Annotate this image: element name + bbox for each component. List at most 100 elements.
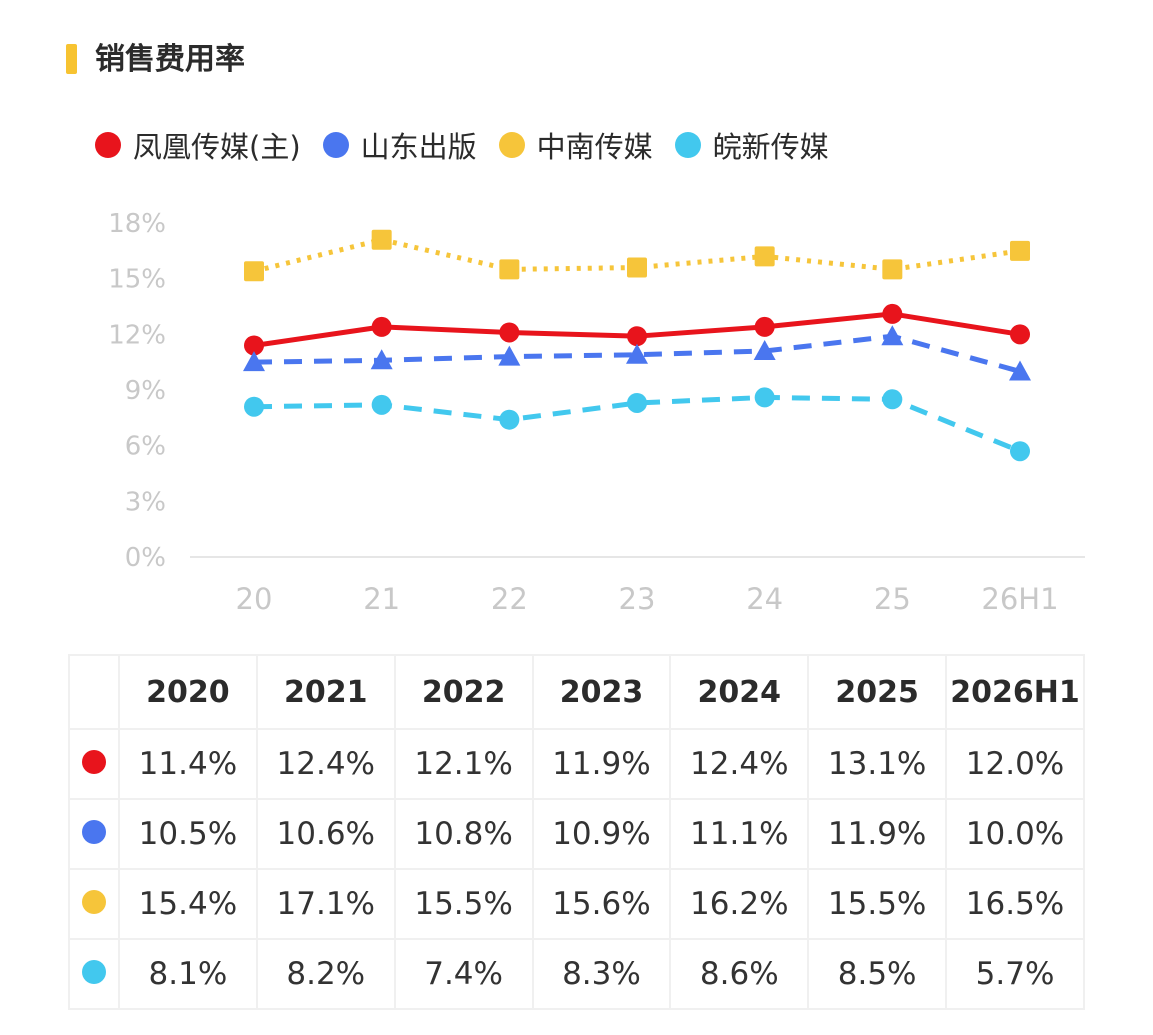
table-header-cell: 2026H1: [945, 654, 1085, 730]
series-point-circle: [882, 303, 903, 324]
series-point-triangle: [498, 345, 521, 366]
table-cell: 8.5%: [807, 938, 948, 1010]
table-cell: 17.1%: [255, 868, 396, 940]
table-cell: 15.5%: [807, 868, 948, 940]
table-cell: 15.4%: [118, 868, 258, 940]
series-point-circle: [499, 322, 520, 343]
row-marker-cell: [68, 938, 120, 1010]
series-point-circle: [754, 387, 775, 408]
y-tick-label: 9%: [125, 376, 166, 406]
y-tick-label: 6%: [125, 432, 166, 462]
table-header-cell: 2021: [255, 654, 396, 730]
x-tick-label: 23: [619, 582, 656, 616]
x-tick-label: 24: [746, 582, 783, 616]
table-cell: 5.7%: [945, 938, 1085, 1010]
series-point-square: [1010, 240, 1030, 261]
series-point-triangle: [626, 343, 648, 364]
series-point-circle: [627, 392, 647, 413]
series-point-square: [882, 259, 903, 280]
table-cell: 12.4%: [669, 728, 810, 800]
x-tick-label: 25: [874, 582, 911, 616]
table-cell: 12.0%: [945, 728, 1085, 800]
series-point-circle: [627, 326, 647, 347]
series-point-triangle: [881, 325, 904, 346]
table-cell: 16.5%: [945, 868, 1085, 940]
y-tick-label: 12%: [108, 320, 166, 350]
series-point-triangle: [1009, 360, 1031, 381]
table-cell: 8.6%: [669, 938, 810, 1010]
table-header-cell: 2023: [531, 654, 672, 730]
legend-item-shandong[interactable]: 山东出版: [322, 124, 477, 166]
row-dot-blue: [82, 820, 106, 844]
table-cell: 10.6%: [255, 798, 396, 870]
legend-marker: [95, 132, 121, 158]
legend-item-wanxin[interactable]: 皖新传媒: [674, 124, 829, 166]
table-cell: 8.1%: [118, 938, 258, 1010]
row-dot-red: [82, 750, 106, 774]
series-point-triangle: [753, 340, 776, 361]
series-point-square: [627, 257, 647, 278]
series-point-square: [499, 259, 520, 280]
table-cell: 11.9%: [807, 798, 948, 870]
legend-label: 山东出版: [360, 130, 477, 164]
y-tick-label: 18%: [108, 209, 166, 239]
table-cell: 7.4%: [393, 938, 534, 1010]
legend-label: 中南传媒: [536, 130, 653, 164]
series-point-circle: [1010, 441, 1030, 462]
table-cell: 15.5%: [393, 868, 534, 940]
legend-label: 凤凰传媒(主): [133, 130, 301, 164]
title-accent-bar: [66, 44, 77, 74]
table-cell: 11.1%: [669, 798, 810, 870]
table-row: 8.1% 8.2% 7.4% 8.3% 8.6% 8.5% 5.7%: [68, 938, 1085, 1010]
series-point-circle: [1010, 324, 1030, 345]
series-point-circle: [882, 389, 903, 410]
row-marker-cell: [68, 798, 120, 870]
table-cell: 12.1%: [393, 728, 534, 800]
legend-marker: [498, 132, 525, 158]
series-point-square: [371, 229, 392, 250]
x-tick-label: 22: [491, 582, 528, 616]
row-marker-cell: [68, 868, 120, 940]
legend-item-fenghuang[interactable]: 凤凰传媒(主): [95, 124, 301, 166]
table-header-cell: 2024: [669, 654, 810, 730]
series-point-triangle: [370, 349, 393, 370]
x-tick-label: 21: [363, 582, 400, 616]
table-header-row: 2020 2021 2022 2023 2024 2025 2026H1: [68, 654, 1085, 730]
row-dot-yellow: [82, 890, 106, 914]
table-cell: 10.9%: [531, 798, 672, 870]
table-header-cell: 2022: [393, 654, 534, 730]
table-cell: 8.2%: [255, 938, 396, 1010]
y-tick-label: 0%: [125, 543, 166, 573]
series-point-circle: [371, 394, 392, 415]
y-tick-label: 15%: [108, 265, 166, 295]
series-point-square: [754, 246, 775, 267]
series-point-circle: [754, 316, 775, 337]
table-corner-cell: [68, 654, 120, 730]
table-cell: 11.9%: [531, 728, 672, 800]
table-row: 11.4% 12.4% 12.1% 11.9% 12.4% 13.1% 12.0…: [68, 728, 1085, 800]
legend-marker: [674, 132, 701, 158]
series-point-circle: [244, 396, 264, 417]
legend-marker: [322, 132, 349, 158]
legend-item-zhongnan[interactable]: 中南传媒: [498, 124, 653, 166]
table-cell: 10.8%: [393, 798, 534, 870]
table-cell: 13.1%: [807, 728, 948, 800]
x-tick-label: 20: [236, 582, 273, 616]
table-cell: 11.4%: [118, 728, 258, 800]
table-header-cell: 2025: [807, 654, 948, 730]
series-point-triangle: [243, 351, 265, 372]
series-point-circle: [499, 409, 520, 430]
table-cell: 10.0%: [945, 798, 1085, 870]
row-marker-cell: [68, 728, 120, 800]
series-point-circle: [244, 335, 264, 356]
table-cell: 12.4%: [255, 728, 396, 800]
series-point-circle: [371, 316, 392, 337]
data-table: 2020 2021 2022 2023 2024 2025 2026H1 11.…: [68, 654, 1085, 1010]
row-dot-cyan: [82, 960, 106, 984]
series-point-square: [244, 261, 264, 282]
table-row: 10.5% 10.6% 10.8% 10.9% 11.1% 11.9% 10.0…: [68, 798, 1085, 870]
table-cell: 16.2%: [669, 868, 810, 940]
x-tick-label: 26H1: [981, 582, 1058, 616]
table-cell: 15.6%: [531, 868, 672, 940]
chart-legend: 凤凰传媒(主) 山东出版 中南传媒 皖新传媒: [95, 124, 851, 166]
